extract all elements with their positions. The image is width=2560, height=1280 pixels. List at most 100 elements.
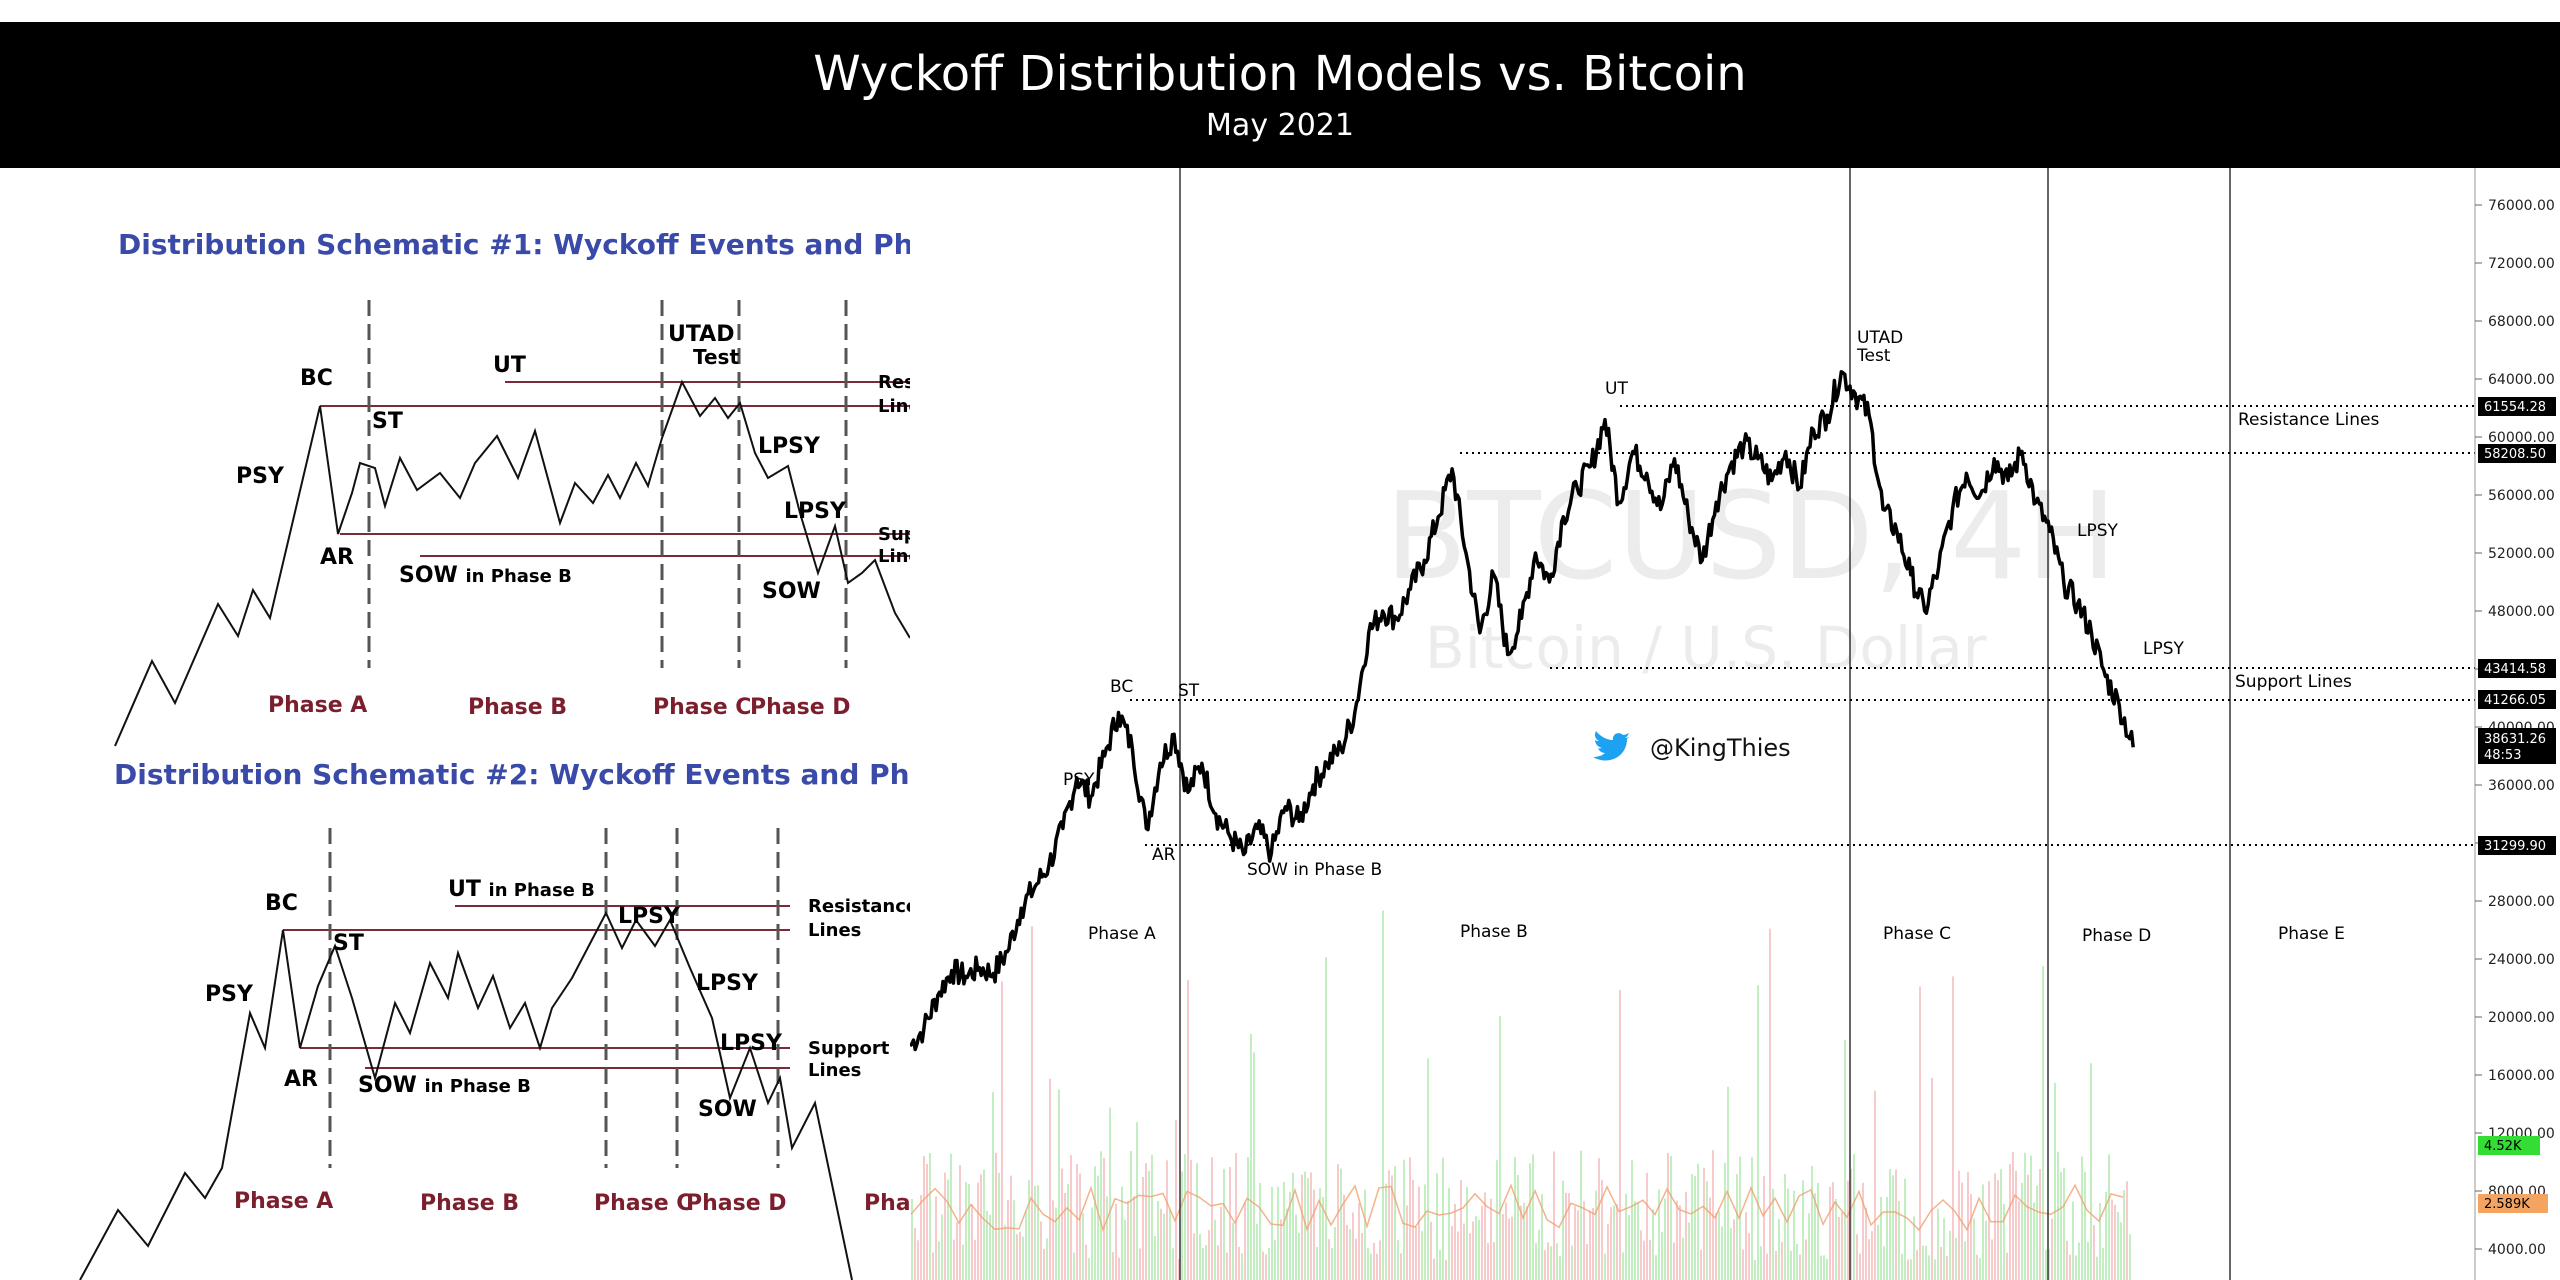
volume-bar [1532,1154,1534,1280]
volume-moving-average [910,1183,2124,1233]
level-badge-text: 31299.90 [2484,839,2546,854]
volume-bar [1463,1223,1465,1280]
volume-bar [1019,1231,1021,1280]
volume-bar [1301,1174,1303,1280]
volume-bar [1853,1154,1855,1280]
volume-bar [1331,1247,1333,1280]
volume-bar [944,1172,946,1280]
volume-bar [1802,1180,1804,1280]
volume-bar [1505,1202,1507,1280]
s1-label-sup2: Line [878,546,910,567]
volume-bar [2090,1063,2092,1280]
volume-bar [1211,1157,1213,1280]
volume-bar [2006,1252,2008,1280]
volume-bar [1436,1173,1438,1280]
price-axis-tick-label: 60000.00 [2488,430,2555,446]
volume-bar [1586,1244,1588,1280]
volume-bar [1613,1205,1615,1280]
volume-bar [1100,1151,1102,1280]
page-subtitle: May 2021 [1206,108,1354,143]
volume-bar [2120,1222,2122,1280]
price-axis-tick-label: 52000.00 [2488,546,2555,562]
volume-bar [1367,1247,1369,1280]
volume-bar [1349,1229,1351,1280]
volume-bar [2078,1242,2080,1280]
s2-phase-label: Phase C [594,1191,692,1216]
volume-bar [1970,1194,1972,1280]
volume-bar [1082,1213,1084,1280]
volume-bar [1157,1200,1159,1280]
volume-bar [926,1163,928,1280]
volume-bar [1406,1205,1408,1280]
volume-bar [2084,1171,2086,1280]
volume-bar [1631,1159,1633,1280]
current-price-countdown: 48:53 [2484,748,2521,763]
volume-badge: 4.52K [2478,1136,2540,1155]
volume-bar [1169,1208,1171,1280]
volume-bar [1502,1214,1504,1280]
volume-bar [2111,1199,2113,1280]
volume-bar [1454,1203,1456,1280]
volume-bar [1787,1188,1789,1280]
volume-bar [1796,1243,1798,1280]
volume-bar [1328,1239,1330,1280]
volume-bar [1829,1186,1831,1280]
volume-bar [1985,1220,1987,1280]
volume-bar [1190,1159,1192,1280]
s1-phase-label: Phase A [268,693,367,718]
volume-bar [2093,1225,2095,1280]
volume-bar [1733,1219,1735,1280]
volume-bar [1385,1183,1387,1280]
volume-bar [941,1214,943,1280]
volume-bar [1925,1245,1927,1280]
volume-bar [980,1174,982,1280]
volume-bar [1949,1230,1951,1280]
volume-bar [1163,1213,1165,1280]
s2-label-res1: Resistance [808,896,910,917]
volume-bar [1865,1207,1867,1280]
volume-bar [1739,1156,1741,1280]
volume-bar [1493,1242,1495,1280]
volume-bar [1031,925,1033,1280]
volume-bar [1682,1237,1684,1280]
s1-label-sow: SOW [762,579,821,604]
volume-bar [1619,989,1621,1280]
volume-bar [1481,1206,1483,1280]
volume-bar [1928,1255,1930,1280]
volume-bar [1886,1196,1888,1280]
page-title: Wyckoff Distribution Models vs. Bitcoin [813,46,1747,102]
volume-bar [1826,1258,1828,1280]
volume-bar [1139,1248,1141,1280]
volume-bar [1577,1210,1579,1280]
volume-bar [1907,1259,1909,1280]
volume-bar [2114,1204,2116,1280]
twitter-handle: @KingThies [1593,731,1791,762]
volume-bar [1214,1219,1216,1280]
volume-bar [1697,1163,1699,1280]
volume-bar [1109,1107,1111,1280]
volume-bar [1172,1248,1174,1280]
volume-badge-text: 4.52K [2484,1139,2522,1154]
btc-phase-label: Phase B [1460,922,1528,942]
volume-bar [962,1244,964,1280]
volume-bar [1175,1120,1177,1280]
volume-bar [1283,1181,1285,1280]
volume-bar [1943,1218,1945,1280]
volume-bar [1022,1236,1024,1280]
volume-bar [1196,1163,1198,1280]
volume-bar [2009,1164,2011,1280]
volume-bar [1679,1205,1681,1280]
volume-bar [2027,1174,2029,1280]
volume-bar [1559,1256,1561,1280]
volume-bar [1079,1173,1081,1280]
price-axis-tick-label: 36000.00 [2488,778,2555,794]
volume-bar [1718,1210,1720,1280]
volume-bar [929,1153,931,1280]
volume-bar [977,1182,979,1280]
volume-bar [1703,1167,1705,1280]
volume-bar [1664,1198,1666,1280]
volume-bar [992,1091,994,1280]
volume-bar [1466,1187,1468,1280]
s1-phase-label: Phase B [468,695,567,720]
volume-bar [1904,1178,1906,1280]
